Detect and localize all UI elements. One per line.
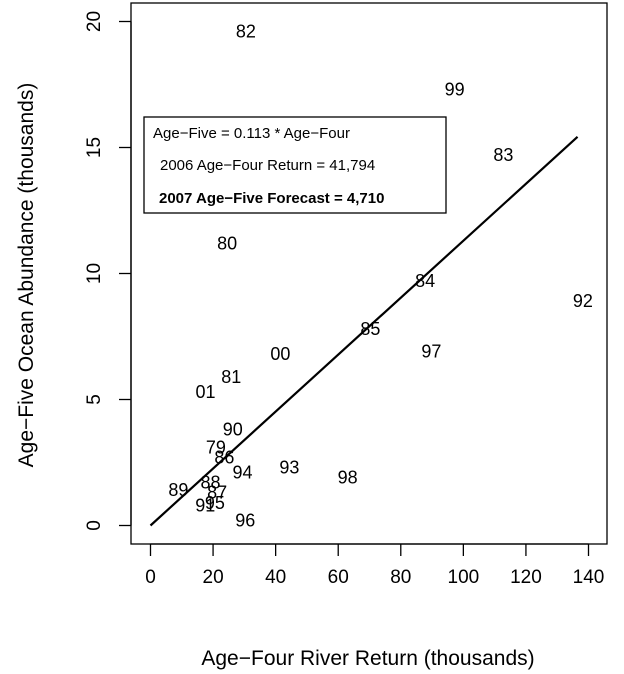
x-tick-label: 140 [573, 567, 605, 588]
data-point-97: 97 [421, 342, 441, 362]
data-point-99: 99 [445, 80, 465, 100]
x-tick-label: 100 [448, 567, 480, 588]
x-axis-title: Age−Four River Return (thousands) [201, 647, 534, 670]
data-point-86: 86 [214, 447, 234, 467]
legend-equation: Age−Five = 0.113 * Age−Four [153, 125, 350, 142]
y-tick-label: 20 [84, 11, 105, 32]
x-axis: 0 20 40 60 80 100 120 140 [145, 543, 605, 588]
y-tick-label: 15 [84, 137, 105, 158]
data-point-82: 82 [236, 22, 256, 42]
y-axis: 0 5 10 15 20 [84, 11, 132, 531]
data-point-84: 84 [415, 271, 435, 291]
data-point-00: 00 [270, 344, 290, 364]
data-point-92: 92 [573, 291, 593, 311]
x-tick-label: 20 [203, 567, 224, 588]
data-point-83: 83 [493, 145, 513, 165]
legend-box: Age−Five = 0.113 * Age−Four 2006 Age−Fou… [143, 116, 447, 214]
regression-line [149, 135, 579, 527]
legend-return: 2006 Age−Four Return = 41,794 [160, 157, 375, 174]
data-point-85: 85 [360, 319, 380, 339]
x-tick-label: 40 [265, 567, 286, 588]
data-point-81: 81 [221, 367, 241, 387]
y-tick-label: 0 [84, 520, 105, 531]
y-tick-label: 10 [84, 263, 105, 284]
data-point-90: 90 [223, 420, 243, 440]
plot-frame [130, 2, 608, 545]
x-tick-label: 120 [510, 567, 542, 588]
data-point-93: 93 [279, 458, 299, 478]
legend-forecast: 2007 Age−Five Forecast = 4,710 [159, 190, 384, 207]
x-tick-label: 0 [145, 567, 156, 588]
y-tick-label: 5 [84, 394, 105, 405]
data-point-88: 88 [201, 473, 221, 493]
y-axis-title: Age−Five Ocean Abundance (thousands) [15, 83, 38, 468]
data-point-98: 98 [338, 468, 358, 488]
x-tick-label: 60 [328, 567, 349, 588]
data-point-95: 95 [205, 493, 225, 513]
data-point-80: 80 [217, 233, 237, 253]
data-point-96: 96 [235, 510, 255, 530]
data-point-01: 01 [196, 382, 216, 402]
data-point-94: 94 [232, 463, 252, 483]
data-point-79: 79 [206, 437, 226, 457]
data-point-91: 91 [195, 495, 215, 515]
legend-frame [143, 116, 447, 214]
data-point-87: 87 [207, 483, 227, 503]
data-point-89: 89 [168, 480, 188, 500]
x-tick-label: 80 [390, 567, 411, 588]
